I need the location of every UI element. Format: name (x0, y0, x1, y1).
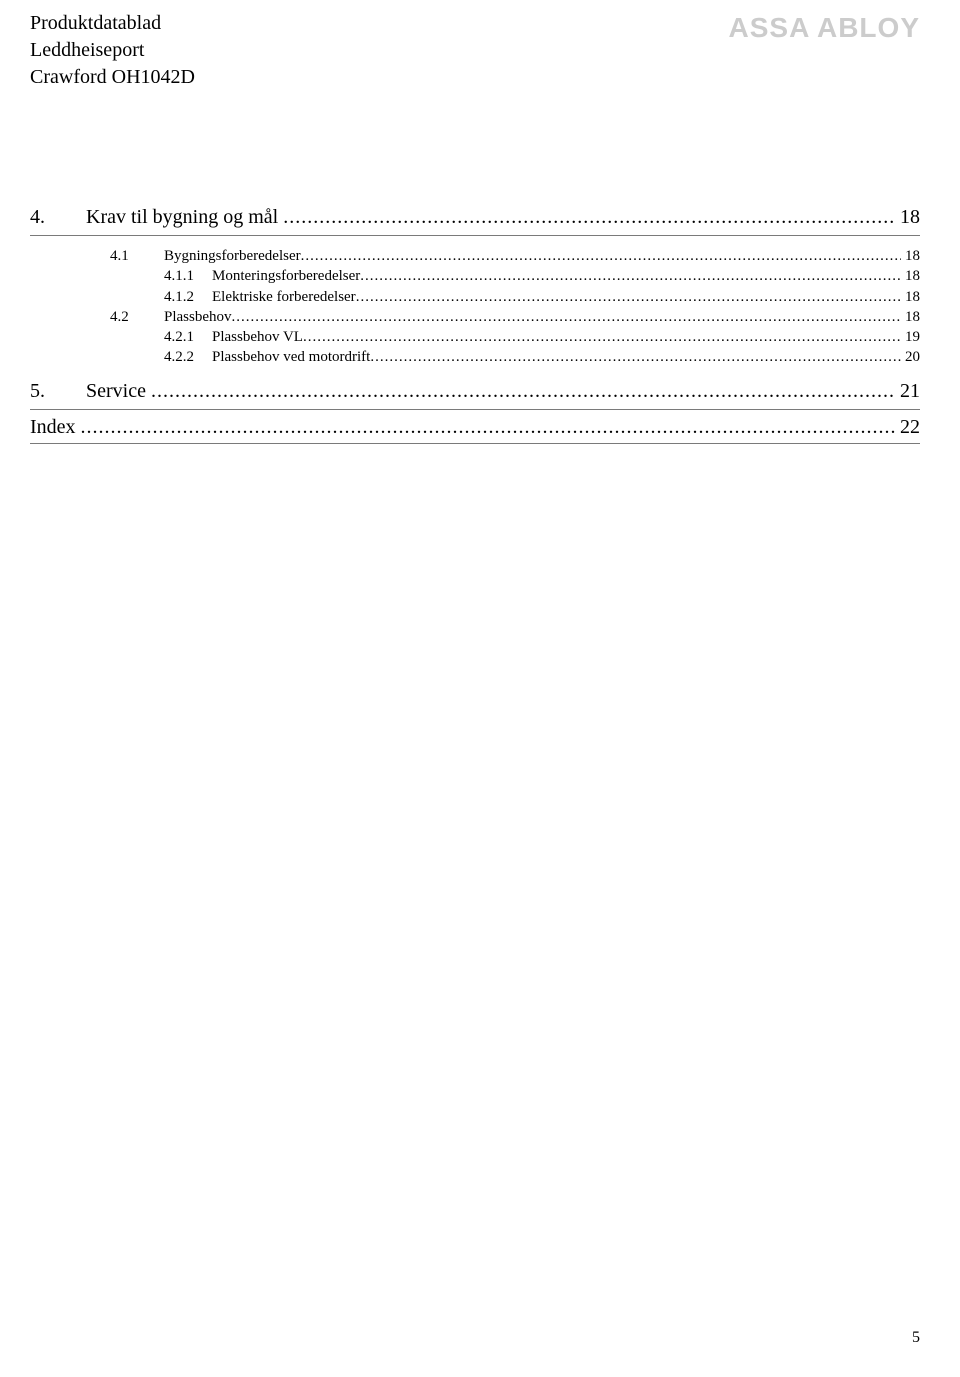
toc-leader: ........................................… (232, 307, 902, 327)
toc-entry: 4.1.1Monteringsforberedelser............… (30, 266, 920, 286)
page-number: 5 (912, 1329, 920, 1347)
toc-divider (30, 443, 920, 444)
toc-number: 4.2 (110, 307, 164, 327)
page-header: Produktdatablad Leddheiseport Crawford O… (30, 10, 920, 91)
toc-number: 5. (30, 380, 86, 403)
toc-divider (30, 409, 920, 410)
toc-entry: 4.1Bygningsforberedelser................… (30, 246, 920, 266)
toc-page: 22 (896, 416, 920, 439)
toc-entry: 4.2.1Plassbehov VL......................… (30, 327, 920, 347)
brand-logo: ASSA ABLOY (729, 10, 921, 44)
toc-leader: ........................................… (370, 347, 901, 367)
header-title-block: Produktdatablad Leddheiseport Crawford O… (30, 10, 195, 91)
toc-page: 18 (896, 206, 920, 229)
toc-leader: ........................................… (81, 416, 896, 439)
toc-page: 18 (901, 287, 920, 307)
toc-leader: ........................................… (301, 246, 901, 266)
toc-divider (30, 235, 920, 236)
toc-entry-section-4: 4. Krav til bygning og mål .............… (30, 206, 920, 229)
toc-number: 4.1.1 (164, 266, 212, 286)
toc-subentries-4: 4.1Bygningsforberedelser................… (30, 246, 920, 368)
toc-number: 4.1 (110, 246, 164, 266)
toc-entry: 4.2.2Plassbehov ved motordrift..........… (30, 347, 920, 367)
toc-title: Plassbehov VL (212, 327, 303, 347)
toc-title: Plassbehov ved motordrift (212, 347, 370, 367)
toc-title: Bygningsforberedelser (164, 246, 301, 266)
toc-leader: ........................................… (151, 380, 896, 403)
toc-page: 19 (901, 327, 920, 347)
toc-leader: ........................................… (303, 327, 901, 347)
toc-number: 4.2.2 (164, 347, 212, 367)
toc-title: Krav til bygning og mål (86, 206, 278, 229)
toc-entry: 4.1.2Elektriske forberedelser...........… (30, 287, 920, 307)
toc-entry-index: Index ..................................… (30, 416, 920, 439)
toc-number: 4.2.1 (164, 327, 212, 347)
toc-title: Plassbehov (164, 307, 232, 327)
toc-page: 20 (901, 347, 920, 367)
header-line-3: Crawford OH1042D (30, 64, 195, 91)
table-of-contents: 4. Krav til bygning og mål .............… (30, 206, 920, 444)
document-page: Produktdatablad Leddheiseport Crawford O… (0, 0, 960, 444)
toc-number: 4. (30, 206, 86, 229)
toc-entry: 4.2Plassbehov...........................… (30, 307, 920, 327)
toc-leader: ........................................… (356, 287, 901, 307)
toc-leader: ........................................… (360, 266, 901, 286)
toc-page: 18 (901, 266, 920, 286)
toc-page: 18 (901, 246, 920, 266)
toc-title: Service (86, 380, 146, 403)
toc-leader: ........................................… (283, 206, 896, 229)
toc-page: 21 (896, 380, 920, 403)
header-line-1: Produktdatablad (30, 10, 195, 37)
header-line-2: Leddheiseport (30, 37, 195, 64)
toc-entry-section-5: 5. Service .............................… (30, 380, 920, 403)
toc-number: 4.1.2 (164, 287, 212, 307)
toc-title: Monteringsforberedelser (212, 266, 360, 286)
toc-title: Index (30, 416, 76, 439)
toc-title: Elektriske forberedelser (212, 287, 356, 307)
toc-page: 18 (901, 307, 920, 327)
